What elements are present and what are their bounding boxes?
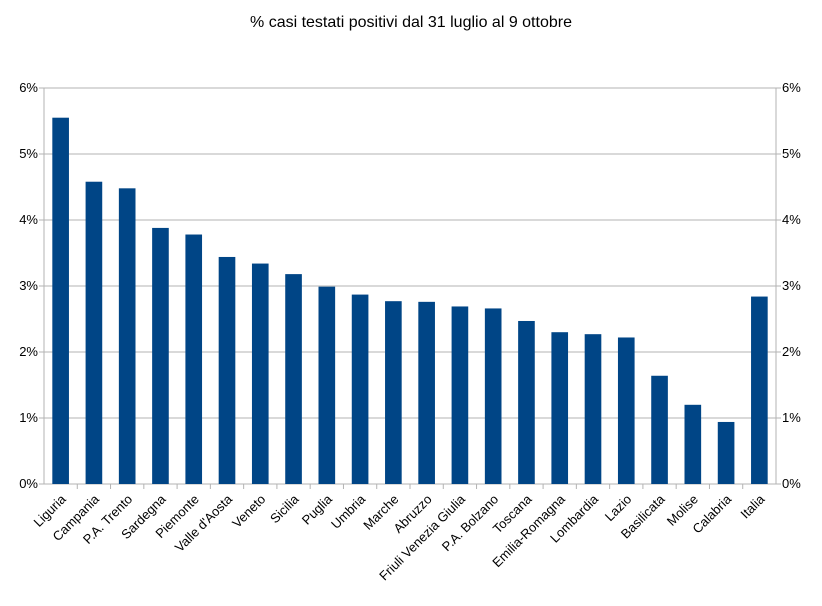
y-tick-label: 4% bbox=[19, 212, 38, 227]
bar bbox=[185, 234, 203, 484]
y2-tick-label: 3% bbox=[782, 278, 801, 293]
y-tick-label: 3% bbox=[19, 278, 38, 293]
bar bbox=[717, 421, 735, 484]
x-tick-label: Veneto bbox=[229, 492, 268, 531]
bar bbox=[218, 256, 236, 484]
x-tick-label: Sicilia bbox=[267, 491, 302, 526]
bar bbox=[451, 306, 469, 484]
bar bbox=[684, 404, 702, 484]
y2-tick-label: 5% bbox=[782, 146, 801, 161]
bar bbox=[152, 227, 169, 485]
y2-tick-label: 6% bbox=[782, 80, 801, 95]
x-tick-label: Italia bbox=[737, 491, 768, 522]
y-tick-label: 0% bbox=[19, 476, 38, 491]
bar bbox=[551, 332, 569, 484]
bar bbox=[651, 375, 668, 484]
bar bbox=[318, 286, 336, 484]
y-tick-label: 6% bbox=[19, 80, 38, 95]
bar bbox=[118, 188, 136, 484]
bar bbox=[385, 301, 402, 484]
y2-tick-label: 1% bbox=[782, 410, 801, 425]
bar bbox=[251, 263, 269, 484]
bar bbox=[484, 308, 502, 484]
bar bbox=[285, 274, 302, 484]
y2-tick-label: 2% bbox=[782, 344, 801, 359]
bar bbox=[52, 117, 69, 484]
y2-tick-label: 0% bbox=[782, 476, 801, 491]
bar bbox=[584, 334, 602, 484]
bar bbox=[85, 181, 103, 484]
bar bbox=[418, 301, 435, 484]
bar bbox=[617, 337, 635, 484]
chart-title: % casi testati positivi dal 31 luglio al… bbox=[250, 14, 572, 31]
y2-tick-label: 4% bbox=[782, 212, 801, 227]
bar bbox=[351, 294, 369, 484]
y-tick-label: 5% bbox=[19, 146, 38, 161]
y-tick-label: 2% bbox=[19, 344, 38, 359]
y-tick-label: 1% bbox=[19, 410, 38, 425]
bar bbox=[518, 320, 535, 484]
bar bbox=[751, 296, 768, 484]
